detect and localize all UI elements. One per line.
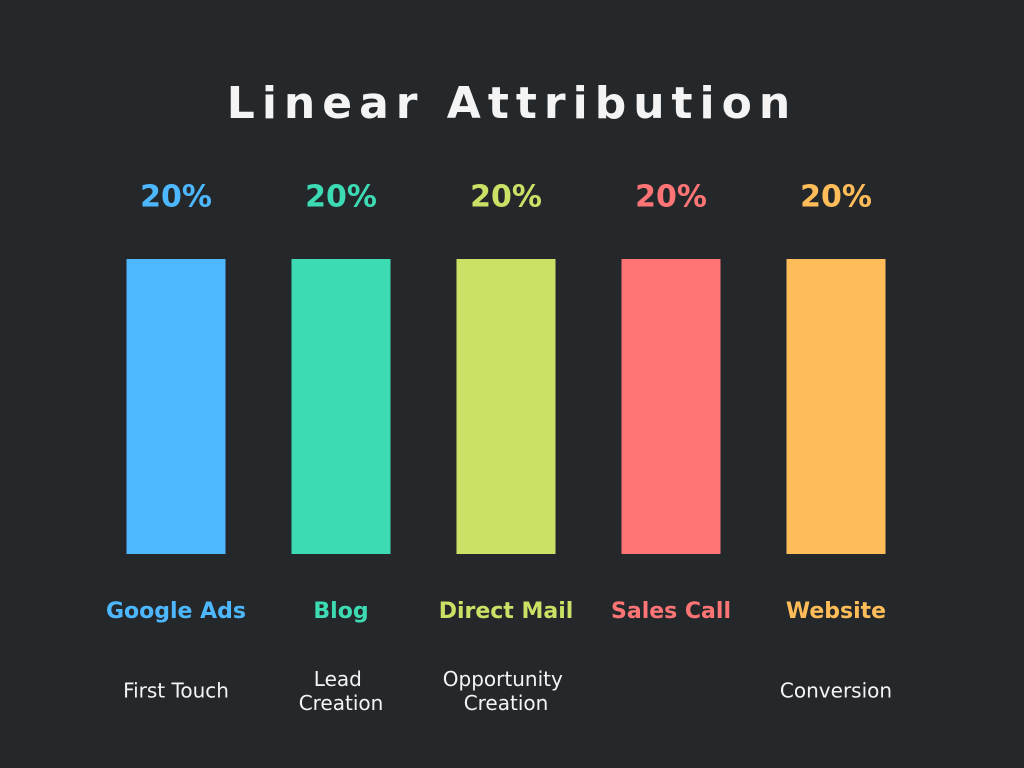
stage-label: Lead Creation <box>299 667 384 715</box>
category-label: Blog <box>313 599 368 624</box>
value-label: 20% <box>470 180 542 215</box>
value-label: 20% <box>800 180 872 215</box>
value-label: 20% <box>635 180 707 215</box>
stage-label: First Touch <box>123 679 229 703</box>
bar <box>126 259 226 554</box>
value-label: 20% <box>305 180 377 215</box>
stage-label: Opportunity Creation <box>443 667 569 715</box>
stage-line: Opportunity <box>443 667 569 691</box>
value-label: 20% <box>140 180 212 215</box>
stage-line: Lead <box>314 667 368 691</box>
bar <box>786 259 886 554</box>
stage-label: Conversion <box>780 679 892 703</box>
bar <box>291 259 391 554</box>
category-label: Sales Call <box>611 599 731 624</box>
category-label: Google Ads <box>106 599 246 624</box>
chart-title: Linear Attribution <box>227 78 797 129</box>
bar <box>621 259 721 554</box>
bar <box>456 259 556 554</box>
category-label: Direct Mail <box>439 599 574 624</box>
stage-line: Creation <box>299 691 384 715</box>
stage-line: Creation <box>464 691 549 715</box>
category-label: Website <box>786 599 886 624</box>
